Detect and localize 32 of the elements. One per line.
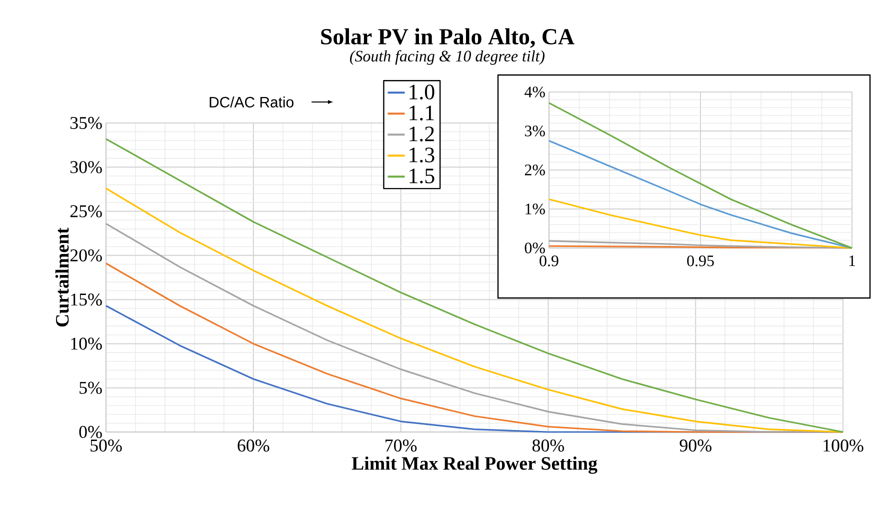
y-tick-label: 5% [80, 382, 102, 394]
y-tick-label: 0% [524, 242, 545, 254]
x-tick-label: 70% [386, 440, 417, 452]
y-tick-label: 4% [524, 86, 545, 98]
x-tick-label: 100% [824, 440, 864, 452]
legend-label: 1.2 [410, 126, 434, 142]
y-axis-title: Curtailment [55, 228, 69, 327]
x-axis-title: Limit Max Real Power Setting [352, 456, 598, 474]
y-tick-label: 30% [70, 161, 102, 174]
y-tick-label: 15% [71, 293, 102, 306]
legend-label: 1.5 [410, 168, 434, 184]
x-tick-label: 80% [532, 440, 564, 452]
chart-subtitle: (South facing & 10 degree tilt) [350, 50, 545, 65]
x-tick-label: 60% [238, 440, 270, 452]
x-tick-label: 50% [90, 440, 122, 452]
legend-label: 1.1 [410, 106, 434, 120]
x-tick-label: 0.95 [687, 256, 714, 266]
y-tick-label: 3% [525, 126, 545, 136]
x-tick-label: 0.9 [540, 256, 558, 266]
x-tick-label: 1 [849, 256, 856, 266]
chart-title: Solar PV in Palo Alto, CA [321, 28, 574, 48]
x-tick-label: 90% [680, 440, 712, 452]
y-tick-label: 25% [70, 205, 102, 218]
y-tick-label: 1% [526, 204, 545, 214]
y-tick-label: 20% [70, 249, 102, 262]
legend-label: 1.3 [410, 148, 434, 162]
legend-title: DC/AC Ratio [210, 96, 294, 108]
y-tick-label: 35% [70, 116, 102, 130]
y-tick-label: 0% [79, 426, 102, 438]
legend-label: 1.0 [410, 84, 434, 100]
y-tick-label: 2% [524, 164, 545, 176]
y-tick-label: 10% [71, 338, 102, 350]
